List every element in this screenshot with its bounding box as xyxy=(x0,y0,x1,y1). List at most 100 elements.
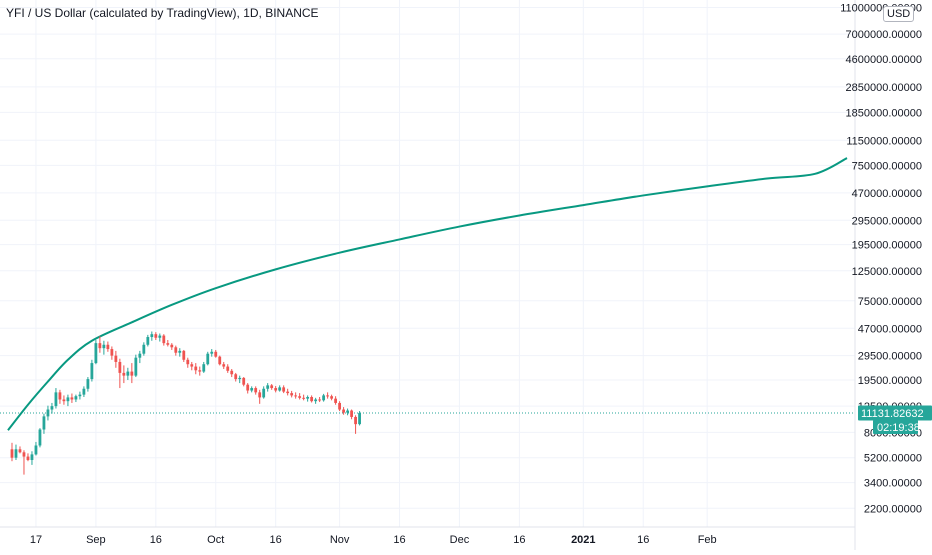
candle-body xyxy=(30,454,34,461)
candle-body xyxy=(210,351,214,354)
time-tick-label: 16 xyxy=(270,534,282,546)
candle-body xyxy=(90,363,94,380)
candle-body xyxy=(214,351,218,357)
candle-body xyxy=(306,397,310,399)
candle-body xyxy=(182,350,186,360)
time-tick-label: Oct xyxy=(207,534,224,546)
candle-body xyxy=(118,361,122,373)
growth-curve xyxy=(7,157,848,431)
candle-body xyxy=(246,384,250,391)
candle-body xyxy=(282,387,286,392)
candle-body xyxy=(58,392,62,400)
candle-body xyxy=(358,412,361,425)
candle-body xyxy=(138,353,142,358)
candle-body xyxy=(222,364,226,367)
candle-body xyxy=(250,388,254,391)
candle-body xyxy=(94,343,98,364)
candle-body xyxy=(50,406,54,410)
time-tick-label: Sep xyxy=(86,534,106,546)
price-tick-label: 3400.00000 xyxy=(864,478,922,490)
time-tick-label: Nov xyxy=(330,534,350,546)
price-tick-label: 295000.00000 xyxy=(852,215,922,227)
candle-body xyxy=(146,337,150,345)
candle-body xyxy=(294,395,298,397)
time-tick-label: 17 xyxy=(30,534,42,546)
candle-body xyxy=(286,391,290,394)
time-tick-label: Feb xyxy=(698,534,717,546)
currency-badge[interactable]: USD xyxy=(883,6,915,22)
candle-body xyxy=(334,398,338,403)
last-price-background xyxy=(858,405,932,421)
candle-body xyxy=(22,452,26,457)
candle-body xyxy=(354,416,357,425)
candle-body xyxy=(122,372,126,376)
candle-body xyxy=(338,402,342,410)
price-tick-label: 19500.00000 xyxy=(858,375,922,387)
time-axis[interactable]: 17 Sep 16 Oct 16 Nov 16 Dec 16 2021 16 Feb xyxy=(30,534,717,546)
time-tick-label: 2021 xyxy=(571,534,595,546)
price-tick-label: 2850000.00000 xyxy=(846,82,922,94)
price-tick-label: 5200.00000 xyxy=(864,453,922,465)
candle-body xyxy=(230,370,234,375)
candle-body xyxy=(178,350,182,353)
candle-body xyxy=(266,385,270,389)
candle-body xyxy=(278,387,282,391)
candle-body xyxy=(154,334,158,338)
last-price-tag: 11131.82632 02:19:38 xyxy=(858,405,932,434)
candle-body xyxy=(326,395,330,397)
price-tick-label: 2200.00000 xyxy=(864,503,922,515)
countdown-background xyxy=(873,420,918,434)
curve-layer xyxy=(7,157,848,431)
last-price-label: 11131.82632 xyxy=(861,408,924,420)
candle-body xyxy=(258,392,262,398)
price-tick-label: 750000.00000 xyxy=(852,160,922,172)
candle-body xyxy=(74,396,78,400)
price-tick-label: 195000.00000 xyxy=(852,240,922,252)
candle-body xyxy=(150,334,154,338)
candle-body xyxy=(322,395,326,401)
candle-body xyxy=(126,371,130,376)
candle-body xyxy=(110,349,114,356)
candle-body xyxy=(314,399,318,402)
candle-body xyxy=(318,399,322,401)
candle-body xyxy=(38,429,42,446)
candle-body xyxy=(262,388,266,398)
candle-body xyxy=(254,388,258,393)
candle-body xyxy=(162,335,166,344)
price-tick-label: 7000000.00000 xyxy=(846,29,922,41)
chart-title: YFI / US Dollar (calculated by TradingVi… xyxy=(6,6,319,20)
candle-body xyxy=(194,366,198,371)
candle-body xyxy=(26,456,30,461)
candle-body xyxy=(242,377,246,385)
candle-body xyxy=(130,371,134,376)
candle-body xyxy=(142,344,146,354)
price-tick-label: 1850000.00000 xyxy=(846,107,922,119)
candle-body xyxy=(66,397,70,402)
candle-body xyxy=(350,410,353,417)
candle-body xyxy=(134,357,138,376)
time-tick-label: 16 xyxy=(513,534,525,546)
candle-body xyxy=(274,388,278,391)
candle-body xyxy=(62,399,66,402)
candle-body xyxy=(86,379,90,389)
candle-body xyxy=(270,385,274,389)
candle-body xyxy=(206,353,210,365)
candle-body xyxy=(78,394,82,397)
candle-body xyxy=(202,364,206,372)
price-tick-label: 4600000.00000 xyxy=(846,54,922,66)
candle-body xyxy=(218,356,222,365)
candle-body xyxy=(166,343,170,345)
time-tick-label: Dec xyxy=(450,534,470,546)
candle-body xyxy=(34,445,38,455)
candle-body xyxy=(342,409,345,413)
candle-body xyxy=(42,416,46,430)
candle-body xyxy=(226,366,230,371)
candle-body xyxy=(174,347,178,353)
candle-body xyxy=(186,359,190,365)
candle-body xyxy=(302,397,306,399)
price-tick-label: 1150000.00000 xyxy=(846,135,922,147)
countdown-label: 02:19:38 xyxy=(877,422,920,434)
candle-body xyxy=(234,374,238,380)
